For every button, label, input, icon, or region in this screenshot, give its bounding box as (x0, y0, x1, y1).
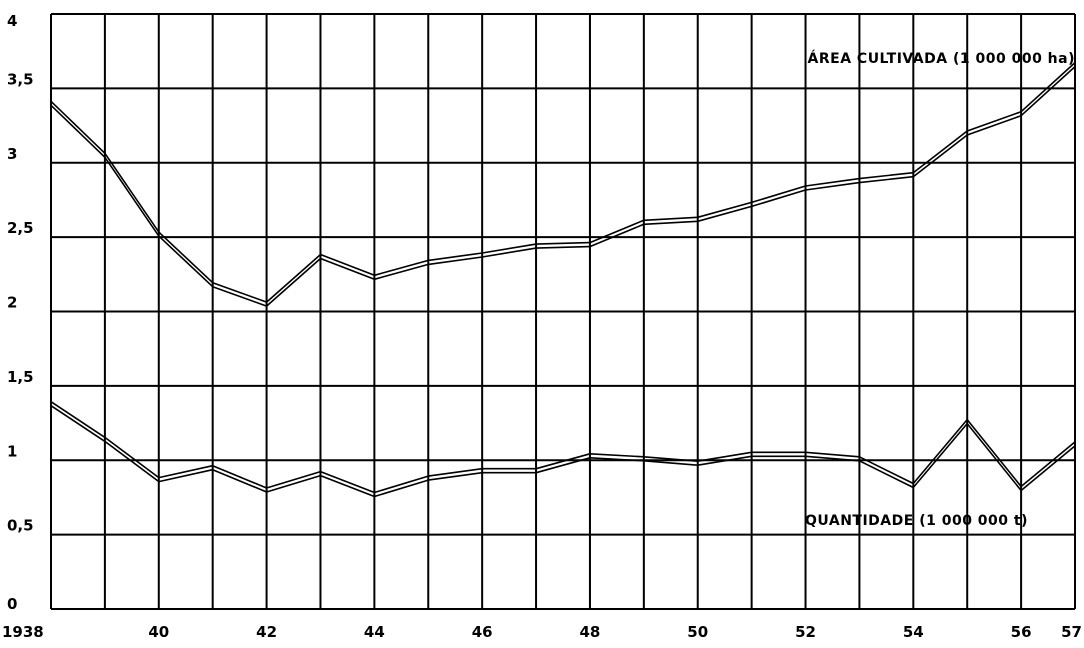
x-tick-label-8: 54 (903, 623, 924, 641)
x-tick-label-9: 56 (1011, 623, 1032, 641)
grid (50, 13, 1076, 610)
y-tick-label-5: 2,5 (7, 219, 34, 237)
y-tick-label-2: 1 (7, 442, 17, 460)
x-tick-label-5: 48 (580, 623, 601, 641)
y-tick-label-0: 0 (7, 595, 17, 613)
series-label-area-cultivada: ÁREA CULTIVADA (1 000 000 ha) (808, 50, 1075, 67)
series-label-quantidade: QUANTIDADE (1 000 000 t) (805, 513, 1028, 529)
series-line-1-a (50, 401, 1076, 494)
x-tick-label-3: 44 (364, 623, 385, 641)
y-tick-label-1: 0,5 (7, 517, 34, 535)
y-tick-label-8: 4 (7, 12, 17, 30)
y-tick-label-7: 3,5 (7, 70, 34, 88)
x-tick-label-2: 42 (256, 623, 277, 641)
x-tick-label-6: 50 (687, 623, 708, 641)
y-tick-label-3: 1,5 (7, 368, 34, 386)
y-tick-label-4: 2 (7, 294, 17, 312)
series-line-0-a (50, 62, 1076, 303)
series-lines (50, 62, 1076, 498)
x-tick-label-10: 57 (1061, 623, 1082, 641)
y-axis-ticks: 0 0,5 1 1,5 2 2,5 3 3,5 4 (7, 12, 34, 613)
x-tick-label-4: 46 (472, 623, 493, 641)
series-labels: ÁREA CULTIVADA (1 000 000 ha) QUANTIDADE… (805, 50, 1075, 529)
series-line-1-b (50, 405, 1076, 498)
x-axis-ticks: 1938 40 42 44 46 48 50 52 54 56 57 (2, 623, 1082, 641)
x-tick-label-7: 52 (795, 623, 816, 641)
x-tick-label-1: 40 (148, 623, 169, 641)
series-line-0-b (50, 66, 1076, 307)
y-tick-label-6: 3 (7, 145, 17, 163)
x-tick-label-0: 1938 (2, 623, 44, 641)
